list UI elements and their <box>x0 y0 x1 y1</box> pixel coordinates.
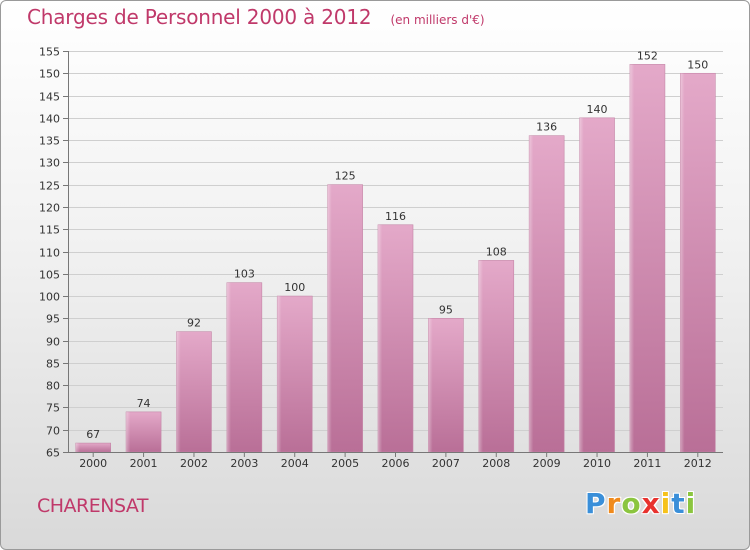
chart-subtitle: (en milliers d'€) <box>390 13 485 27</box>
logo-letter-2: o <box>621 487 642 520</box>
x-tick-label: 2005 <box>331 457 359 470</box>
bar-value-label: 125 <box>335 170 356 183</box>
y-tick-label: 140 <box>39 113 60 126</box>
y-tick-label: 95 <box>46 313 60 326</box>
bar-highlight-2005 <box>327 184 363 452</box>
x-tick-label: 2006 <box>382 457 410 470</box>
bar-value-label: 150 <box>687 58 708 71</box>
y-tick-label: 85 <box>46 358 60 371</box>
bar-value-label: 140 <box>587 103 608 116</box>
bar-highlight-2010 <box>579 117 615 452</box>
logo-letter-0: P <box>585 487 607 520</box>
bar-highlight-2006 <box>378 224 413 452</box>
bar-highlight-2012 <box>680 73 716 453</box>
title-row: Charges de Personnel 2000 à 2012 (en mil… <box>27 5 485 29</box>
y-tick-label: 90 <box>46 336 60 349</box>
bar-value-label: 100 <box>284 281 305 294</box>
bar-highlight-2000 <box>75 443 111 452</box>
y-tick-label: 80 <box>46 380 60 393</box>
x-tick-label: 2010 <box>583 457 611 470</box>
bar-value-label: 116 <box>385 210 406 223</box>
logo-letter-5: t <box>671 487 686 520</box>
bar-highlight-2002 <box>176 331 212 452</box>
bars-layer: 67 74 92 103 100 125 116 95 108 136 140 152 150 <box>75 49 716 453</box>
logo-letter-3: x <box>641 487 661 520</box>
bar-highlight-2003 <box>226 282 262 452</box>
y-tick-label: 155 <box>39 46 60 59</box>
y-tick-label: 130 <box>39 157 60 170</box>
x-tick-label: 2004 <box>281 457 309 470</box>
bar-value-label: 95 <box>439 303 453 316</box>
x-tick-label: 2001 <box>130 457 158 470</box>
y-tick-label: 100 <box>39 291 60 304</box>
y-tick-label: 125 <box>39 180 60 193</box>
axis-layer: 65 70 75 80 85 90 95 100 105 110 115 120 125 130 135 14… <box>39 46 723 470</box>
logo-letter-4: i <box>660 487 672 520</box>
y-tick-label: 135 <box>39 135 60 148</box>
place-name: CHARENSAT <box>37 495 149 517</box>
y-tick-label: 115 <box>39 224 60 237</box>
y-tick-label: 150 <box>39 68 60 81</box>
y-tick-label: 75 <box>46 402 60 415</box>
y-tick-label: 110 <box>39 247 60 260</box>
x-tick-label: 2007 <box>432 457 460 470</box>
x-tick-label: 2009 <box>533 457 561 470</box>
bar-highlight-2007 <box>428 318 464 452</box>
x-tick-label: 2011 <box>633 457 661 470</box>
bar-value-label: 103 <box>234 268 255 281</box>
bar-value-label: 108 <box>486 245 507 258</box>
x-tick-label: 2000 <box>79 457 107 470</box>
bar-highlight-2008 <box>478 260 514 452</box>
bar-highlight-2001 <box>126 411 162 452</box>
y-tick-label: 120 <box>39 202 60 215</box>
bar-value-label: 92 <box>187 317 201 330</box>
logo-letter-1: r <box>606 487 622 520</box>
x-tick-label: 2002 <box>180 457 208 470</box>
bar-value-label: 67 <box>86 428 100 441</box>
proxiti-logo[interactable]: Proxiti <box>585 487 696 520</box>
x-tick-label: 2008 <box>482 457 510 470</box>
y-tick-label: 105 <box>39 269 60 282</box>
bar-value-label: 74 <box>137 397 151 410</box>
bar-highlight-2009 <box>529 135 565 452</box>
y-tick-label: 65 <box>46 447 60 460</box>
y-tick-label: 70 <box>46 425 60 438</box>
bar-highlight-2004 <box>277 296 313 452</box>
bar-highlight-2011 <box>629 64 665 452</box>
x-tick-label: 2003 <box>230 457 258 470</box>
y-tick-label: 145 <box>39 91 60 104</box>
chart-title: Charges de Personnel 2000 à 2012 <box>27 5 372 29</box>
bar-value-label: 152 <box>637 49 658 62</box>
bar-value-label: 136 <box>536 121 557 134</box>
x-tick-label: 2012 <box>684 457 712 470</box>
logo-letter-6: i <box>685 487 697 520</box>
